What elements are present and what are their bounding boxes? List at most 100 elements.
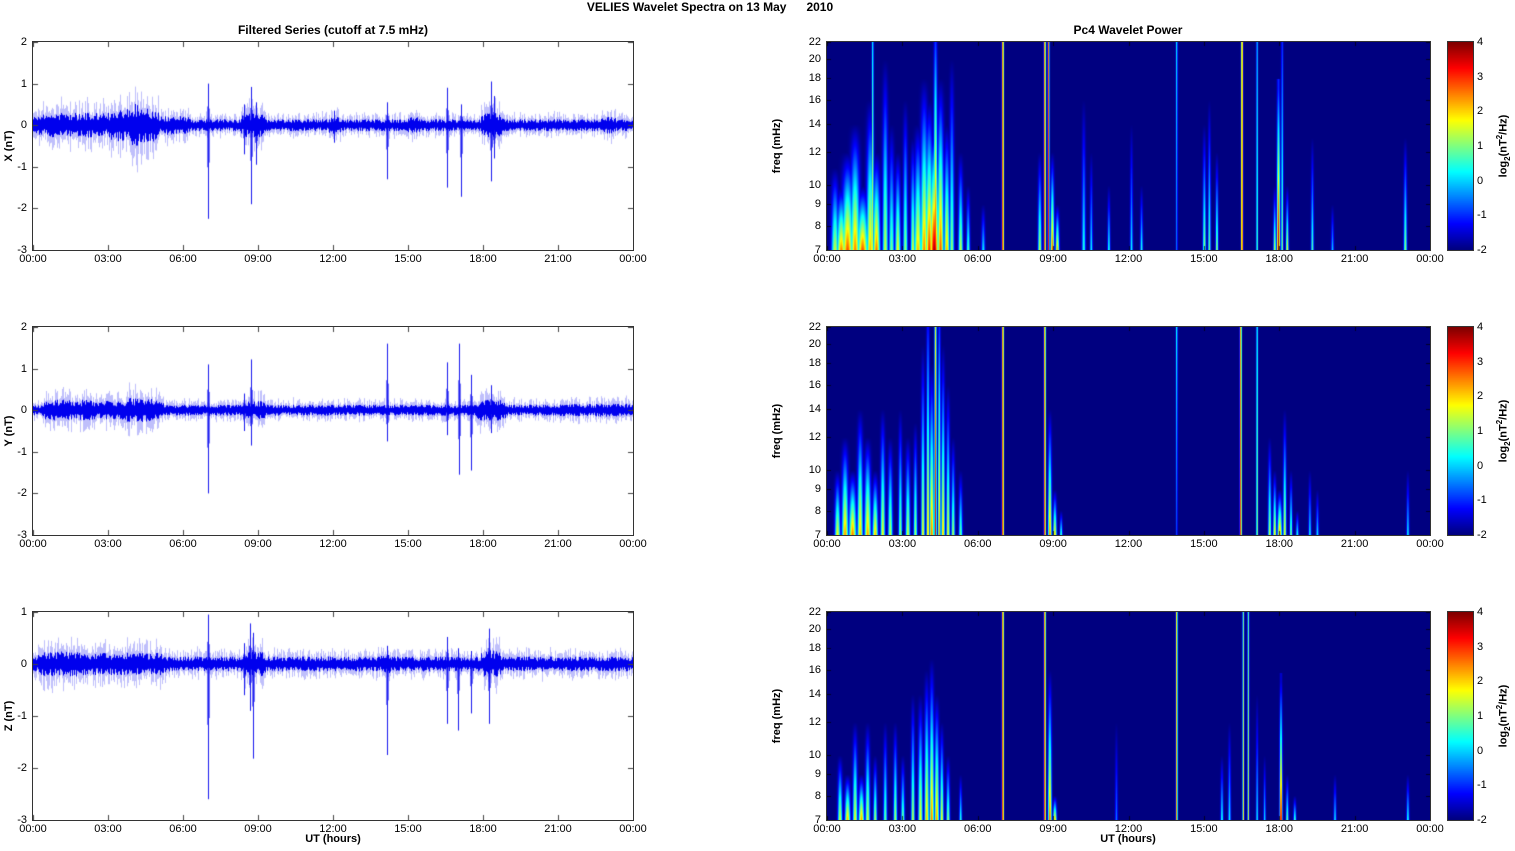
freq-tick-label: 7	[814, 814, 821, 826]
y-tick-label: 2	[20, 321, 27, 333]
y-tick-label: -1	[17, 445, 27, 458]
y-wavelet-panel	[826, 326, 1431, 536]
y-tick-label: -2	[17, 762, 27, 774]
x-tick-label: 03:00	[94, 253, 122, 265]
x-tick-label: 12:00	[1114, 538, 1143, 550]
x-tick-label: 15:00	[394, 538, 422, 550]
y-tick-label: -3	[17, 244, 27, 256]
freq-tick-label: 20	[808, 338, 821, 351]
x-tick-label: 09:00	[1039, 538, 1067, 550]
colorbar-tick-label: 4	[1477, 36, 1484, 48]
freq-tick-label: 8	[814, 789, 821, 802]
x-wavelet-ylabel: freq (mHz)	[771, 118, 783, 174]
x-tick-label: 12:00	[1114, 253, 1143, 265]
freq-tick-label: 16	[808, 93, 821, 106]
x-tick-label: 03:00	[888, 253, 917, 265]
x-tick-label: 00:00	[1416, 823, 1444, 835]
x-tick-label: 06:00	[169, 538, 197, 550]
freq-tick-label: 10	[808, 464, 821, 477]
freq-tick-label: 20	[808, 623, 821, 636]
x-tick-label: 18:00	[469, 538, 497, 550]
colorbar-tick-label: 0	[1477, 174, 1484, 187]
colorbar-2	[1447, 326, 1474, 536]
y-tick-label: -3	[17, 814, 27, 826]
x-tick-label: 03:00	[888, 538, 917, 550]
freq-tick-label: 22	[808, 321, 821, 333]
x-tick-label: 12:00	[319, 823, 347, 835]
colorbar-tick-label: 4	[1477, 321, 1484, 333]
x-tick-label: 00:00	[813, 823, 841, 835]
colorbar-tick-label: -2	[1477, 814, 1487, 826]
x-tick-label: 06:00	[169, 253, 197, 265]
y-tick-label: -3	[17, 529, 27, 541]
x-tick-label: 21:00	[1340, 823, 1369, 835]
x-tick-label: 21:00	[544, 253, 572, 265]
freq-tick-label: 8	[814, 504, 821, 517]
x-tick-label: 06:00	[963, 253, 992, 265]
freq-tick-label: 12	[808, 431, 821, 444]
freq-tick-label: 12	[808, 146, 821, 159]
right-xaxis-label: UT (hours)	[1100, 833, 1156, 845]
left-column-title: Filtered Series (cutoff at 7.5 mHz)	[237, 23, 429, 37]
z-wavelet-ylabel: freq (mHz)	[771, 688, 783, 744]
x-tick-label: 00:00	[619, 253, 647, 265]
freq-tick-label: 14	[808, 403, 821, 416]
x-tick-label: 00:00	[19, 538, 47, 550]
x-tick-label: 21:00	[544, 823, 572, 835]
x-tick-label: 15:00	[394, 823, 422, 835]
x-series-ylabel: X (nT)	[3, 130, 15, 162]
freq-tick-label: 9	[814, 198, 821, 211]
freq-tick-label: 9	[814, 483, 821, 496]
x-tick-label: 12:00	[319, 538, 347, 550]
colorbar-tick-label: 4	[1477, 606, 1484, 618]
colorbar-3-gradient	[1448, 612, 1473, 820]
left-xaxis-label: UT (hours)	[305, 833, 361, 845]
colorbar-tick-label: 3	[1477, 355, 1484, 368]
freq-tick-label: 7	[814, 529, 821, 541]
freq-tick-label: 14	[808, 118, 821, 131]
y-tick-label: -1	[17, 710, 27, 722]
freq-tick-label: 10	[808, 179, 821, 192]
freq-tick-label: 16	[808, 378, 821, 391]
x-series-plot	[33, 42, 633, 250]
z-wavelet-panel	[826, 611, 1431, 821]
y-tick-label: 0	[20, 404, 27, 417]
colorbar-tick-label: 3	[1477, 70, 1484, 83]
x-tick-label: 15:00	[1190, 823, 1218, 835]
z-wavelet-heatmap	[827, 612, 1430, 820]
right-column-title: Pc4 Wavelet Power	[1073, 23, 1183, 37]
x-tick-label: 15:00	[1190, 538, 1218, 550]
colorbar-1	[1447, 41, 1474, 251]
colorbar-1-gradient	[1448, 42, 1473, 250]
x-tick-label: 00:00	[19, 823, 47, 835]
y-series-ylabel: Y (nT)	[3, 415, 15, 447]
colorbar-2-gradient	[1448, 327, 1473, 535]
colorbar-tick-label: -1	[1477, 494, 1487, 507]
colorbar-3	[1447, 611, 1474, 821]
y-tick-label: 2	[20, 36, 27, 48]
x-tick-label: 00:00	[1416, 538, 1444, 550]
y-tick-label: -2	[17, 202, 27, 215]
x-wavelet-heatmap	[827, 42, 1430, 250]
x-tick-label: 18:00	[1265, 538, 1294, 550]
y-tick-label: -1	[17, 160, 27, 173]
x-series-panel	[32, 41, 634, 251]
x-tick-label: 00:00	[19, 253, 47, 265]
x-tick-label: 18:00	[1265, 823, 1294, 835]
colorbar-tick-label: 1	[1477, 425, 1484, 437]
x-tick-label: 15:00	[1190, 253, 1218, 265]
y-wavelet-ylabel: freq (mHz)	[771, 403, 783, 459]
x-tick-label: 06:00	[169, 823, 197, 835]
x-tick-label: 18:00	[1265, 253, 1294, 265]
x-tick-label: 12:00	[319, 253, 347, 265]
x-tick-label: 18:00	[469, 823, 497, 835]
freq-tick-label: 22	[808, 606, 821, 618]
freq-tick-label: 7	[814, 244, 821, 256]
x-tick-label: 09:00	[1039, 253, 1067, 265]
x-tick-label: 15:00	[394, 253, 422, 265]
x-tick-label: 03:00	[888, 823, 917, 835]
x-tick-label: 00:00	[619, 538, 647, 550]
y-tick-label: -2	[17, 487, 27, 500]
figure-title: VELIES Wavelet Spectra on 13 May 2010	[586, 0, 834, 14]
x-tick-label: 12:00	[1114, 823, 1143, 835]
